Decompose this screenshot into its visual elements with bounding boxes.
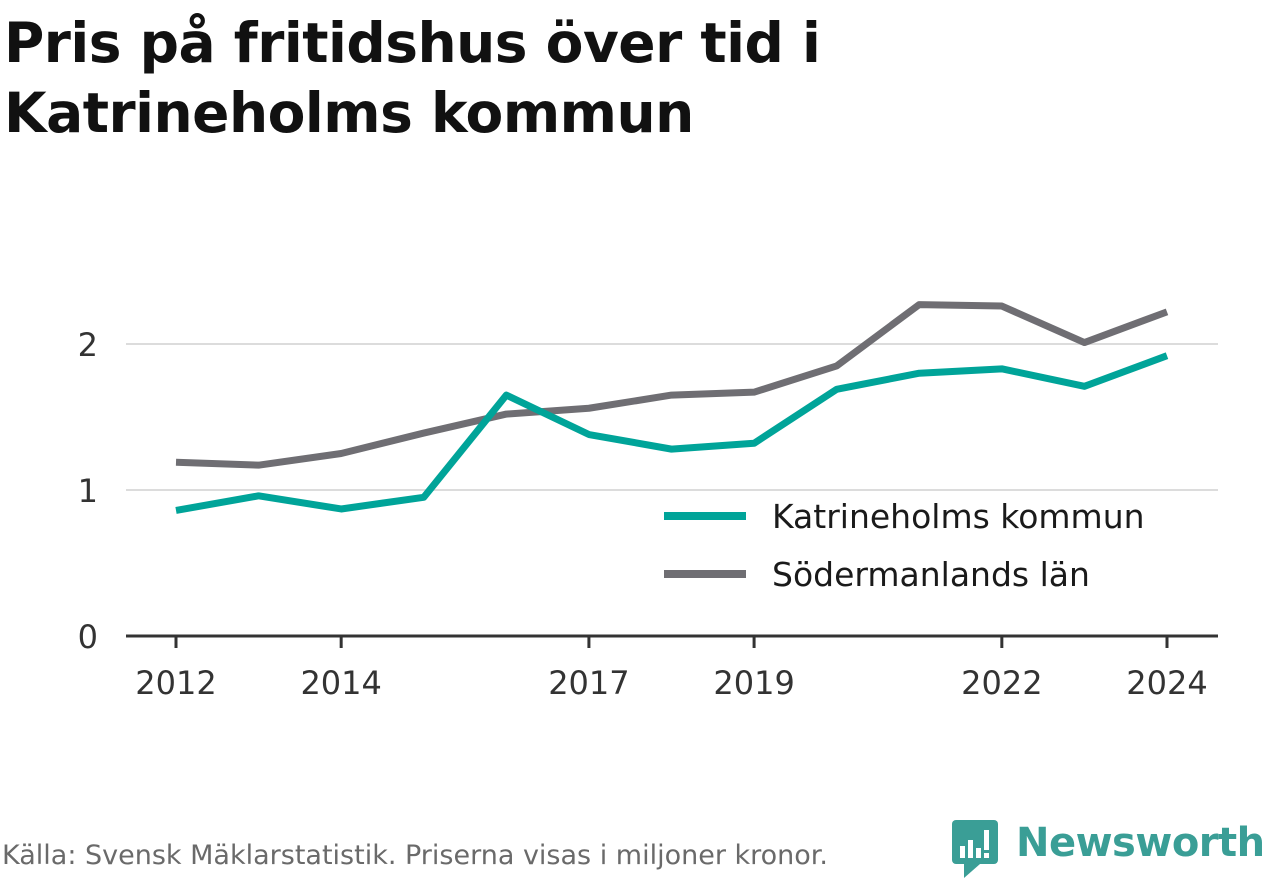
line-chart: 0 1 2 2012 2014 2017 2019 2022 2024 Katrineholms … (78, 301, 1218, 702)
y-tick-label: 1 (78, 472, 98, 510)
x-tick-label: 2024 (1126, 664, 1207, 702)
newsworthy-logo-icon (952, 820, 998, 878)
x-tick-label: 2014 (300, 664, 381, 702)
x-tick-label: 2012 (135, 664, 216, 702)
chart-title-line-2: Katrineholms kommun (4, 81, 694, 145)
x-tick-label: 2022 (961, 664, 1042, 702)
series-line-sodermanlands-lan (175, 301, 1169, 469)
brand-name: Newsworthy (1016, 820, 1262, 866)
x-tick-label: 2017 (548, 664, 629, 702)
source-note: Källa: Svensk Mäklarstatistik. Priserna … (2, 840, 829, 871)
y-tick-label: 0 (78, 618, 98, 656)
series-line-katrineholms-kommun (175, 352, 1169, 514)
legend-label: Katrineholms kommun (772, 497, 1145, 536)
x-tick-label: 2019 (713, 664, 794, 702)
y-tick-label: 2 (78, 326, 98, 364)
chart-title-line-1: Pris på fritidshus över tid i (4, 11, 821, 75)
brand-logo[interactable]: Newsworthy (950, 818, 1262, 880)
chart-title: Pris på fritidshus över tid i Katrinehol… (4, 8, 1004, 148)
legend-label: Södermanlands län (772, 555, 1090, 594)
